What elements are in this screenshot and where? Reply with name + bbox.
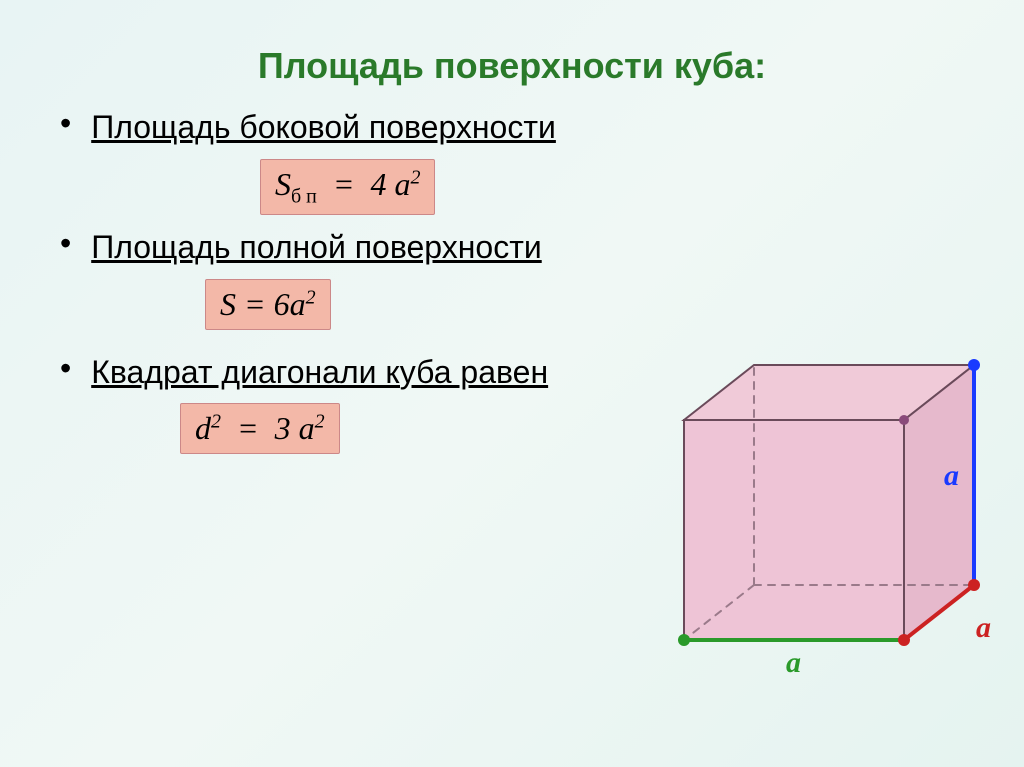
formula-lateral: Sб п = 4 a2	[260, 159, 435, 215]
edge-label-a-depth: a	[976, 611, 991, 645]
edge-label-a-bottom: a	[786, 646, 801, 680]
section-label: Квадрат диагонали куба равен	[91, 352, 548, 394]
page-title: Площадь поверхности куба:	[0, 0, 1024, 97]
section-total-area: • Площадь полной поверхности	[60, 227, 1024, 269]
edge-label-a-vert: a	[944, 459, 959, 493]
cube-svg	[654, 320, 984, 680]
formula-diagonal: d2 = 3 a2	[180, 403, 340, 454]
bullet-icon: •	[60, 227, 71, 259]
bullet-icon: •	[60, 352, 71, 384]
section-lateral-area: • Площадь боковой поверхности	[60, 107, 1024, 149]
section-label: Площадь боковой поверхности	[91, 107, 556, 149]
formula-text: S = 6a2	[220, 286, 316, 322]
section-label: Площадь полной поверхности	[91, 227, 542, 269]
cube-diagram: a a a	[654, 320, 984, 680]
bullet-icon: •	[60, 107, 71, 139]
formula-text: d2 = 3 a2	[195, 410, 325, 446]
formula-total: S = 6a2	[205, 279, 331, 330]
formula-text: Sб п = 4 a2	[275, 166, 420, 202]
